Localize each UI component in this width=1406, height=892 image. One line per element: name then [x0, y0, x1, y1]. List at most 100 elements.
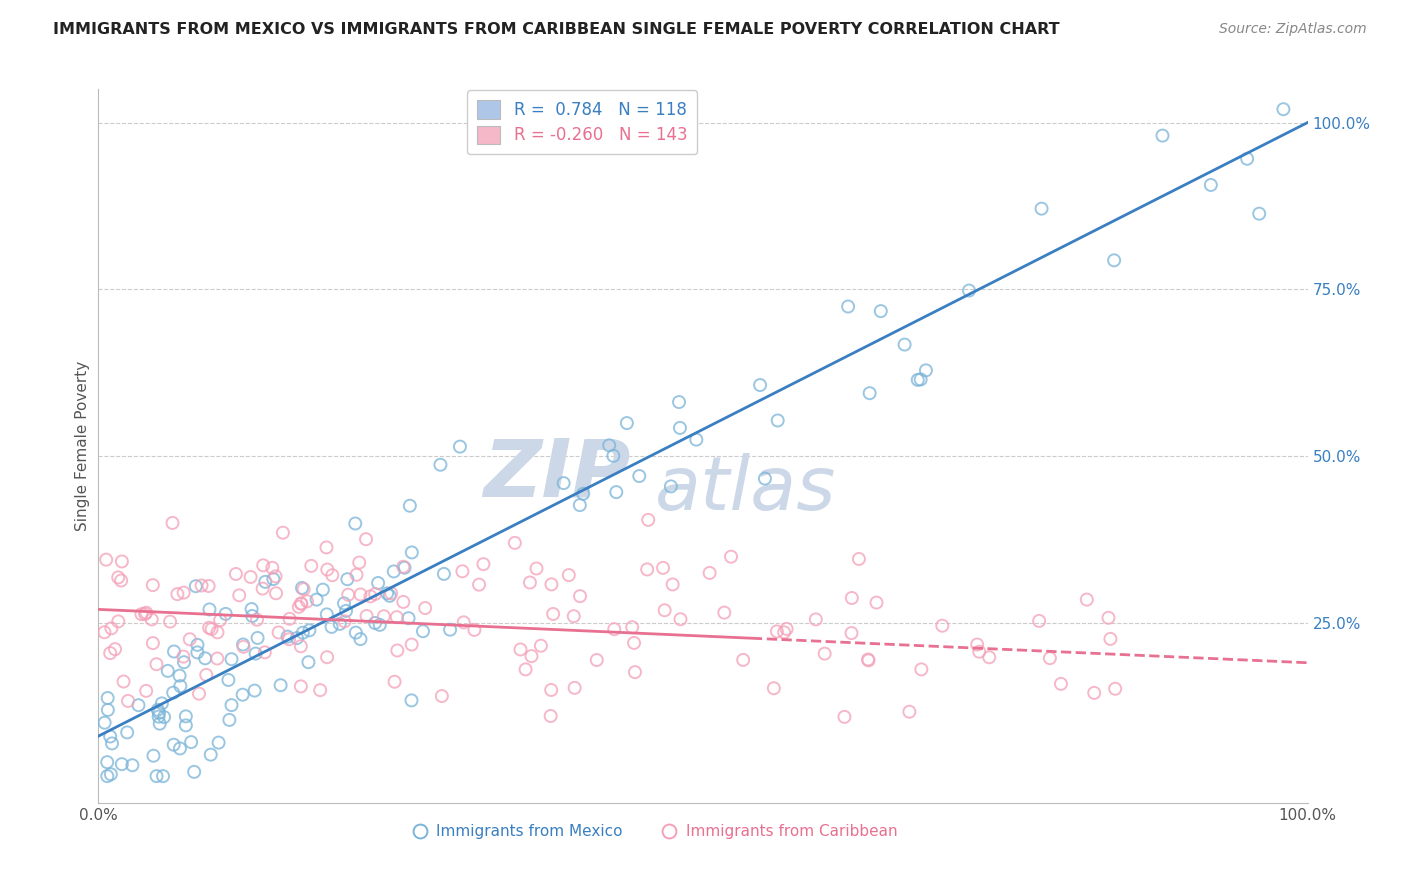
Point — [194, 651, 217, 665]
Point — [252, 558, 274, 573]
Point — [107, 570, 129, 584]
Point — [186, 638, 208, 652]
Point — [733, 653, 755, 667]
Point — [198, 621, 221, 635]
Point — [562, 609, 585, 624]
Point — [451, 564, 474, 578]
Point — [519, 575, 541, 590]
Point — [239, 570, 262, 584]
Point — [162, 686, 184, 700]
Point — [186, 645, 208, 659]
Point — [207, 625, 229, 640]
Point — [142, 578, 165, 592]
Point — [149, 716, 172, 731]
Point — [316, 650, 339, 665]
Point — [1249, 207, 1271, 221]
Point — [315, 541, 337, 555]
Point — [337, 588, 360, 602]
Point — [540, 683, 562, 698]
Point — [966, 638, 988, 652]
Point — [628, 469, 651, 483]
Point — [623, 636, 645, 650]
Point — [200, 747, 222, 762]
Point — [661, 577, 683, 591]
Point — [290, 596, 312, 610]
Point — [754, 472, 776, 486]
Point — [209, 613, 232, 627]
Point — [979, 650, 1001, 665]
Point — [115, 725, 138, 739]
Point — [163, 738, 186, 752]
Point — [515, 662, 537, 676]
Point — [201, 622, 224, 636]
Point — [336, 572, 359, 586]
Point — [1083, 686, 1105, 700]
Point — [349, 632, 371, 646]
Point — [190, 578, 212, 592]
Point — [197, 579, 219, 593]
Point — [333, 596, 356, 610]
Point — [1031, 202, 1053, 216]
Point — [1104, 681, 1126, 696]
Point — [344, 516, 367, 531]
Point — [159, 615, 181, 629]
Point — [290, 640, 312, 654]
Point — [335, 604, 357, 618]
Point — [145, 769, 167, 783]
Point — [96, 769, 118, 783]
Point — [305, 592, 328, 607]
Point — [356, 609, 378, 624]
Point — [401, 638, 423, 652]
Point — [288, 599, 311, 614]
Point — [111, 757, 134, 772]
Point — [221, 698, 243, 712]
Point — [1039, 651, 1062, 665]
Point — [931, 618, 953, 632]
Point — [766, 624, 789, 639]
Point — [520, 649, 543, 664]
Point — [174, 718, 197, 732]
Point — [145, 657, 167, 672]
Point — [117, 694, 139, 708]
Point — [392, 559, 415, 574]
Point — [569, 589, 592, 603]
Point — [893, 337, 915, 351]
Point — [97, 703, 120, 717]
Point — [173, 585, 195, 599]
Point — [1099, 632, 1122, 646]
Point — [564, 681, 586, 695]
Point — [267, 625, 290, 640]
Point — [290, 597, 312, 611]
Point — [430, 689, 453, 703]
Point — [530, 639, 553, 653]
Point — [264, 569, 287, 583]
Point — [898, 705, 921, 719]
Point — [1097, 611, 1119, 625]
Point — [1028, 614, 1050, 628]
Point — [699, 566, 721, 580]
Point — [278, 632, 301, 647]
Point — [333, 615, 356, 629]
Point — [766, 413, 789, 427]
Point — [243, 683, 266, 698]
Point — [276, 630, 298, 644]
Point — [364, 615, 387, 630]
Point — [540, 709, 562, 723]
Point — [112, 674, 135, 689]
Point — [134, 607, 156, 621]
Point — [713, 606, 735, 620]
Point — [291, 581, 314, 595]
Point — [169, 668, 191, 682]
Point — [153, 710, 176, 724]
Point — [382, 565, 405, 579]
Point — [652, 561, 675, 575]
Point — [104, 642, 127, 657]
Point — [221, 652, 243, 666]
Point — [468, 577, 491, 591]
Point — [188, 687, 211, 701]
Point — [720, 549, 742, 564]
Point — [225, 566, 247, 581]
Point — [245, 647, 267, 661]
Point — [503, 536, 526, 550]
Point — [359, 590, 381, 604]
